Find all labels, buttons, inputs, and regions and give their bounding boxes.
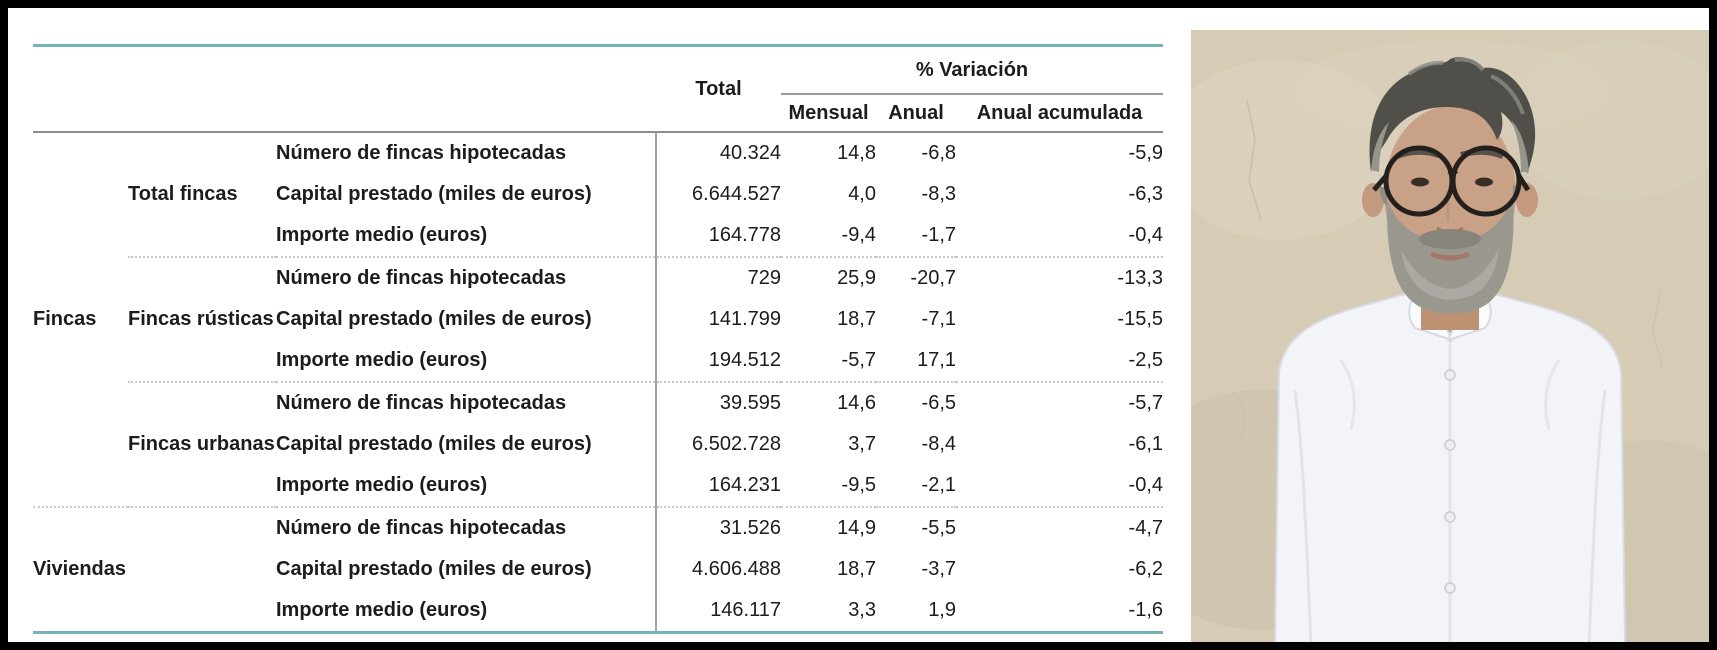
metric-label: Capital prestado (miles de euros) (276, 183, 592, 205)
header-anual-acumulada: Anual acumulada (956, 94, 1164, 133)
cell-total: 146.117 (655, 590, 781, 631)
cell-anual: 1,9 (928, 599, 956, 621)
cell-total: 4.606.488 (655, 549, 781, 590)
metric-label: Importe medio (euros) (276, 349, 488, 371)
table-row: Capital prestado (miles de euros) 141.79… (33, 299, 1163, 340)
header-mensual: Mensual (781, 94, 876, 133)
portrait-illustration (1191, 30, 1709, 642)
cell-total: 164.778 (655, 215, 781, 257)
table-body: Fincas Total fincas Número de fincas hip… (33, 132, 1164, 631)
cell-acumulada: -13,3 (956, 256, 1164, 299)
cell-mensual: 14,9 (781, 506, 876, 549)
header-corner-blank (33, 47, 656, 133)
round-glasses (1372, 145, 1531, 217)
cell-anual: -8,4 (921, 433, 956, 455)
cell-anual: -6,8 (921, 142, 956, 164)
cell-mensual: -9,5 (841, 474, 876, 496)
cell-acumulada: -6,1 (1128, 433, 1164, 455)
cell-mensual: 14,8 (837, 142, 876, 164)
metric-label: Número de fincas hipotecadas (276, 256, 656, 299)
subgroup-label-empty (128, 506, 276, 631)
cell-anual: -3,7 (921, 558, 956, 580)
cell-anual: -5,5 (876, 506, 956, 549)
cell-total: 164.231 (655, 465, 781, 507)
stats-table: Total % Variación Mensual Anual Anual ac… (33, 47, 1164, 631)
cell-acumulada: -5,9 (1128, 142, 1164, 164)
cell-acumulada: -4,7 (956, 506, 1164, 549)
cell-mensual: 18,7 (837, 308, 876, 330)
table-row: Viviendas Número de fincas hipotecadas 3… (33, 506, 1164, 631)
subgroup-label-fincas-rusticas: Fincas rústicas (128, 256, 276, 382)
cell-total: 31.526 (655, 506, 781, 549)
header-anual: Anual (876, 94, 956, 133)
cell-total: 39.595 (655, 381, 781, 424)
cell-acumulada: -5,7 (956, 381, 1164, 424)
table-row: Importe medio (euros) 194.512 -5,7 17,1 … (33, 340, 1163, 382)
group-label-viviendas: Viviendas (33, 506, 128, 631)
table-row: Importe medio (euros) 146.117 3,3 1,9 -1… (33, 590, 1163, 631)
table-row: Capital prestado (miles de euros) 6.644.… (33, 174, 1163, 215)
header-variacion: % Variación (781, 47, 1164, 95)
group-label-fincas: Fincas (33, 308, 97, 330)
cell-acumulada: -6,3 (1128, 183, 1164, 205)
table-row: Fincas urbanas Número de fincas hipoteca… (33, 381, 1164, 507)
header-total: Total (656, 47, 781, 133)
subgroup-label-fincas-urbanas: Fincas urbanas (128, 381, 276, 507)
metric-label: Número de fincas hipotecadas (276, 142, 567, 164)
cell-mensual: 3,7 (848, 433, 876, 455)
cell-acumulada: -15,5 (1117, 308, 1164, 330)
cell-anual: -2,1 (921, 474, 956, 496)
cell-acumulada: -0,4 (1128, 474, 1164, 496)
cell-acumulada: -2,5 (1128, 349, 1164, 371)
mortgage-stats-table: Total % Variación Mensual Anual Anual ac… (33, 44, 1164, 634)
cell-anual: -6,5 (876, 381, 956, 424)
cell-total: 729 (655, 256, 781, 299)
cell-anual: -8,3 (921, 183, 956, 205)
metric-label: Capital prestado (miles de euros) (276, 558, 592, 580)
cell-acumulada: -0,4 (1128, 224, 1164, 246)
table-row: Fincas Total fincas Número de fincas hip… (33, 132, 1164, 330)
table-row: Capital prestado (miles de euros) 6.502.… (33, 424, 1163, 465)
cell-acumulada: -1,6 (1128, 599, 1164, 621)
cell-anual: -7,1 (921, 308, 956, 330)
metric-label: Importe medio (euros) (276, 474, 488, 496)
hair (1369, 57, 1536, 206)
cell-mensual: 18,7 (837, 558, 876, 580)
portrait-photo (1191, 30, 1709, 642)
metric-label: Importe medio (euros) (276, 599, 488, 621)
metric-label: Capital prestado (miles de euros) (276, 308, 592, 330)
table-row: Fincas rústicas Número de fincas hipotec… (33, 256, 1164, 382)
table-row: Capital prestado (miles de euros) 4.606.… (33, 549, 1163, 590)
cell-mensual: -9,4 (841, 224, 876, 246)
metric-label: Capital prestado (miles de euros) (276, 433, 592, 455)
cell-total: 194.512 (655, 340, 781, 382)
cell-mensual: 3,3 (848, 599, 876, 621)
cell-total: 6.502.728 (655, 424, 781, 465)
white-shirt (1274, 284, 1626, 642)
cell-anual: 17,1 (917, 349, 956, 371)
cell-mensual: 14,6 (781, 381, 876, 424)
metric-label: Número de fincas hipotecadas (276, 506, 656, 549)
gray-beard (1386, 198, 1514, 314)
cell-total: 40.324 (655, 132, 781, 174)
cell-total: 6.644.527 (655, 174, 781, 215)
cell-anual: -20,7 (876, 256, 956, 299)
table-header: Total % Variación Mensual Anual Anual ac… (33, 47, 1164, 133)
cell-acumulada: -6,2 (1128, 558, 1164, 580)
cell-total: 141.799 (655, 299, 781, 340)
cell-anual: -1,7 (921, 224, 956, 246)
metric-label: Número de fincas hipotecadas (276, 381, 656, 424)
cell-mensual: 4,0 (848, 183, 876, 205)
subgroup-label-total-fincas: Total fincas (128, 183, 238, 205)
table-row: Importe medio (euros) 164.778 -9,4 -1,7 … (33, 215, 1163, 257)
metric-label: Importe medio (euros) (276, 224, 488, 246)
cell-mensual: 25,9 (781, 256, 876, 299)
cell-mensual: -5,7 (841, 349, 876, 371)
table-row: Importe medio (euros) 164.231 -9,5 -2,1 … (33, 465, 1163, 507)
